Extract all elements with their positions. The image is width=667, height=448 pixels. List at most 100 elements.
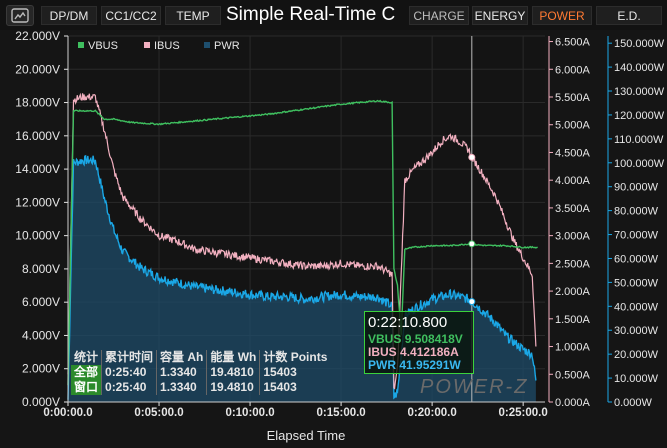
brand-watermark: POWER-Z: [420, 376, 529, 398]
stats-time: 0:25:40: [101, 365, 157, 380]
tooltip-ibus-label: IBUS: [368, 345, 397, 359]
y-left-tick-label: 8.000V: [22, 262, 60, 276]
legend-swatch: [144, 42, 150, 48]
tooltip-vbus-value: 9.508418V: [404, 332, 463, 346]
y-left-tick-label: 18.000V: [15, 96, 60, 110]
legend: VBUS IBUS PWR: [78, 40, 240, 52]
y-mid-tick-label: 0.000A: [555, 397, 591, 409]
tooltip-ibus: IBUS 4.412186A: [368, 345, 459, 359]
home-icon: [11, 8, 29, 23]
tooltip-vbus: VBUS 9.508418V: [368, 332, 463, 346]
stats-table: 统计 累计时间 容量 Ah 能量 Wh 计数 Points 全部 0:25:40…: [71, 350, 331, 395]
y-right-tick-label: 20.000W: [614, 349, 659, 361]
stats-wh: 19.4810: [206, 380, 260, 395]
y-right-tick-label: 120.000W: [614, 110, 665, 122]
x-tick-label: 0:15:00.0: [316, 407, 365, 419]
tab-cc1-cc2[interactable]: CC1/CC2: [101, 6, 161, 25]
tab-temp[interactable]: TEMP: [165, 6, 221, 25]
y-left-tick-label: 2.000V: [22, 362, 60, 376]
y-left-tick-label: 10.000V: [15, 229, 60, 243]
legend-label: IBUS: [154, 40, 180, 52]
y-left-tick-label: 12.000V: [15, 195, 60, 209]
cursor-tooltip: 0:22:10.800 VBUS 9.508418V IBUS 4.412186…: [364, 311, 474, 374]
tab-charge[interactable]: CHARGE: [409, 6, 469, 25]
y-right-tick-label: 140.000W: [614, 62, 665, 74]
stats-wh: 19.4810: [206, 365, 260, 380]
x-tick-label: 0:25:00.0: [499, 407, 548, 419]
cursor-pwr-marker: [468, 298, 476, 306]
tab-power[interactable]: POWER: [532, 6, 592, 25]
y-right-tick-label: 100.000W: [614, 158, 665, 170]
y-right-tick-label: 130.000W: [614, 86, 665, 98]
y-left-tick-label: 16.000V: [15, 129, 60, 143]
cursor-ibus-marker: [468, 153, 476, 161]
stats-ah: 1.3340: [156, 380, 207, 395]
y-mid-tick-label: 5.000A: [555, 120, 591, 132]
legend-label: PWR: [214, 40, 240, 52]
page-title: Simple Real-Time C: [226, 4, 396, 25]
y-left-tick-label: 6.000V: [22, 295, 60, 309]
stats-header-wh: 能量 Wh: [206, 350, 260, 365]
y-mid-tick-label: 4.500A: [555, 147, 591, 159]
pwr-line: [67, 154, 537, 400]
legend-swatch: [78, 42, 84, 48]
tooltip-ibus-value: 4.412186A: [400, 345, 459, 359]
stats-header-ah: 容量 Ah: [156, 350, 207, 365]
y-mid-tick-label: 3.500A: [555, 203, 591, 215]
y-right-tick-label: 50.000W: [614, 277, 659, 289]
stats-ah: 1.3340: [156, 365, 207, 380]
y-right-tick-label: 110.000W: [614, 134, 664, 146]
y-right-tick-label: 40.000W: [614, 301, 659, 313]
tooltip-vbus-label: VBUS: [368, 332, 402, 346]
y-right-tick-label: 150.000W: [614, 38, 665, 50]
y-left-tick-label: 20.000V: [15, 62, 60, 76]
vbus-line: [67, 99, 538, 386]
axes: 0.000V 2.000V 4.000V 6.000V 8.000V 10.000V 12.…: [15, 30, 664, 419]
y-right-tick-label: 70.000W: [614, 230, 659, 242]
home-button[interactable]: [6, 5, 34, 26]
stats-header-points: 计数 Points: [259, 350, 331, 365]
legend-label: VBUS: [88, 40, 118, 52]
y-mid-tick-label: 2.500A: [555, 258, 591, 270]
y-mid-tick-label: 2.000A: [555, 286, 591, 298]
y-left-tick-label: 0.000V: [22, 395, 60, 409]
stats-header-time: 累计时间: [101, 350, 157, 365]
y-right-tick-label: 60.000W: [614, 253, 659, 265]
stats-row-label: 全部: [71, 365, 102, 380]
y-mid-tick-label: 1.000A: [555, 342, 591, 354]
tooltip-pwr-label: PWR: [368, 358, 396, 372]
y-right-tick-label: 10.000W: [614, 373, 659, 385]
y-left-tick-label: 22.000V: [15, 30, 60, 43]
x-axis-label: Elapsed Time: [267, 428, 346, 443]
tooltip-pwr: PWR 41.95291W: [368, 358, 461, 372]
stats-points: 15403: [259, 380, 331, 395]
y-mid-tick-label: 3.000A: [555, 231, 591, 243]
tooltip-time: 0:22:10.800: [368, 314, 448, 331]
top-toolbar: DP/DM CC1/CC2 TEMP CHARGE ENERGY POWER E…: [0, 0, 667, 30]
y-left-tick-label: 4.000V: [22, 328, 60, 342]
y-mid-tick-label: 6.000A: [555, 64, 591, 76]
y-right-tick-label: 0.000W: [614, 397, 653, 409]
y-right-tick-label: 90.000W: [614, 182, 659, 194]
stats-points: 15403: [259, 365, 331, 380]
tooltip-pwr-value: 41.95291W: [399, 358, 461, 372]
x-tick-label: 0:05:00.0: [134, 407, 183, 419]
y-mid-tick-label: 5.500A: [555, 92, 591, 104]
y-mid-tick-label: 1.500A: [555, 314, 591, 326]
stats-row-label: 窗口: [71, 380, 102, 395]
stats-row-all: 全部 0:25:40 1.3340 19.4810 15403: [71, 365, 331, 380]
tab-energy[interactable]: ENERGY: [472, 6, 528, 25]
x-tick-label: 0:20:00.0: [408, 407, 457, 419]
tab-ed[interactable]: E.D.: [596, 6, 662, 25]
y-left-tick-label: 14.000V: [15, 162, 60, 176]
stats-time: 0:25:40: [101, 380, 157, 395]
x-tick-label: 0:10:00.0: [225, 407, 274, 419]
tab-dp-dm[interactable]: DP/DM: [41, 6, 97, 25]
y-right-tick-label: 80.000W: [614, 206, 659, 218]
x-tick-label: 0:00:00.0: [43, 407, 92, 419]
cursor-vbus-marker: [468, 240, 476, 248]
y-mid-tick-label: 4.000A: [555, 175, 591, 187]
stats-row-window: 窗口 0:25:40 1.3340 19.4810 15403: [71, 380, 331, 395]
y-mid-tick-label: 0.500A: [555, 369, 591, 381]
